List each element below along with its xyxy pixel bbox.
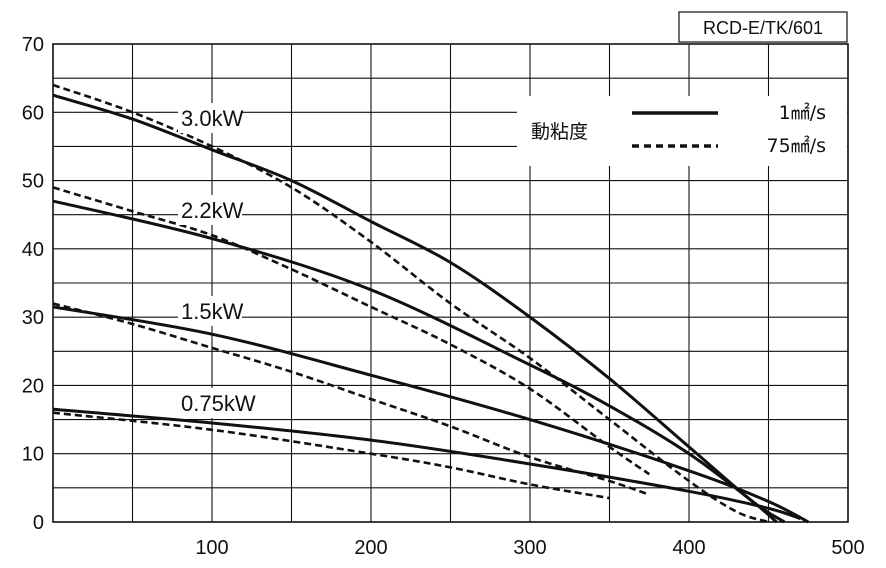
curve-label-2-2kw: 2.2kW <box>181 198 244 223</box>
curve-label-1-5kw: 1.5kW <box>181 299 244 324</box>
series-line-3-0kw-solid <box>52 93 786 524</box>
y-tick-label: 70 <box>22 34 44 56</box>
model-code-box: RCD-E/TK/601 <box>678 11 848 43</box>
y-tick-label: 10 <box>22 444 44 466</box>
series-layer <box>52 83 809 524</box>
x-tick-label: 100 <box>195 537 228 559</box>
curve-labels: 3.0kW 2.2kW 1.5kW 0.75kW <box>178 103 256 418</box>
y-tick-label: 20 <box>22 375 44 397</box>
plot-frame <box>52 43 849 523</box>
curve-label-0-75kw: 0.75kW <box>181 391 256 416</box>
series-line-3-0kw-dashed <box>52 83 769 524</box>
series-line-0-75kw-dashed <box>52 411 610 500</box>
legend-title: 動粘度 <box>531 121 588 143</box>
x-tick-label: 400 <box>672 537 705 559</box>
y-tick-label: 60 <box>22 102 44 124</box>
x-tick-label: 300 <box>513 537 546 559</box>
y-tick-label: 40 <box>22 239 44 261</box>
curve-label-3-0kw: 3.0kW <box>181 106 244 131</box>
y-tick-label: 50 <box>22 171 44 193</box>
y-tick-label: 30 <box>22 307 44 329</box>
series-line-2-2kw-solid <box>52 199 778 524</box>
model-code-label: RCD-E/TK/601 <box>703 18 823 38</box>
series-line-1-5kw-dashed <box>52 302 650 496</box>
series-line-1-5kw-solid <box>52 305 809 524</box>
y-tick-label: 0 <box>33 512 44 534</box>
tick-labels: 0 10 20 30 40 50 60 70 100 200 300 400 500 <box>22 34 865 559</box>
legend-dashed-label: 75㎟/s <box>767 134 826 157</box>
x-tick-label: 200 <box>354 537 387 559</box>
legend: 動粘度 1㎟/s 75㎟/s <box>517 96 847 166</box>
series-line-2-2kw-dashed <box>52 186 651 476</box>
x-tick-label: 500 <box>831 537 864 559</box>
legend-solid-label: 1㎟/s <box>779 101 826 124</box>
series-line-0-75kw-solid <box>52 407 801 521</box>
